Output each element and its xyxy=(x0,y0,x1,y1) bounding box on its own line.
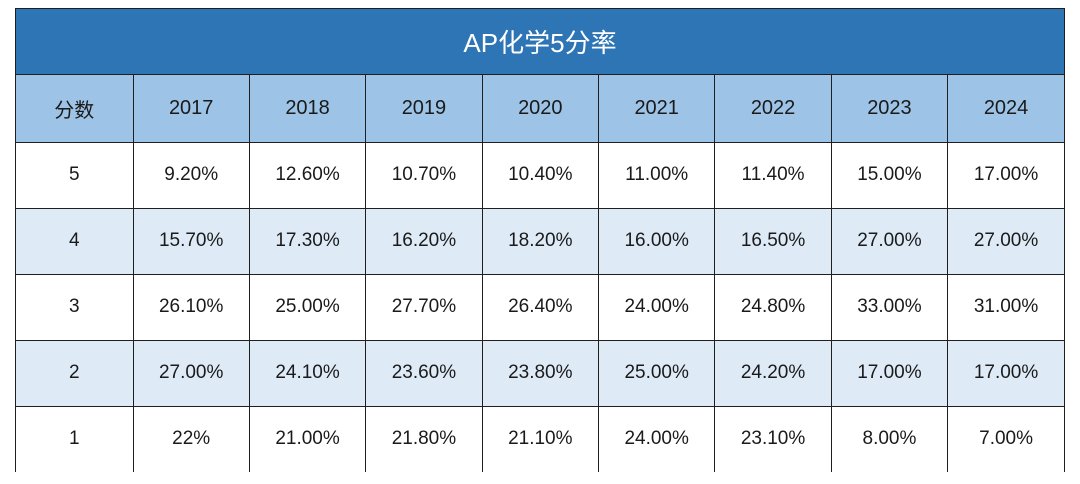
score-table: AP化学5分率 分数 2017 2018 2019 2020 2021 2022 2023 2… xyxy=(15,8,1065,472)
table-cell: 9.20% xyxy=(133,142,250,209)
table-cell: 21.10% xyxy=(482,406,600,472)
table-cell: 25.00% xyxy=(598,340,716,407)
table-cell: 12.60% xyxy=(249,142,367,209)
score-grid: 分数 2017 2018 2019 2020 2021 2022 2023 2024 5 9.2… xyxy=(16,75,1064,472)
table-cell: 15.00% xyxy=(831,142,949,209)
header-year-2017: 2017 xyxy=(133,75,250,143)
table-cell: 27.70% xyxy=(365,274,483,341)
table-cell: 11.40% xyxy=(714,142,832,209)
table-cell: 24.00% xyxy=(598,406,716,472)
table-cell: 17.00% xyxy=(947,142,1064,209)
table-cell: 25.00% xyxy=(249,274,367,341)
header-year-2019: 2019 xyxy=(365,75,483,143)
table-cell: 16.20% xyxy=(365,208,483,275)
table-row: 2 27.00% 24.10% 23.60% 23.80% 25.00% 24.20% 17.… xyxy=(16,340,1064,407)
row-score-label: 4 xyxy=(16,208,134,275)
table-row: 4 15.70% 17.30% 16.20% 18.20% 16.00% 16.50% 27.… xyxy=(16,208,1064,275)
table-row: 3 26.10% 25.00% 27.70% 26.40% 24.00% 24.80% 33.… xyxy=(16,274,1064,341)
table-cell: 24.80% xyxy=(714,274,832,341)
table-cell: 17.00% xyxy=(947,340,1064,407)
table-title: AP化学5分率 xyxy=(16,9,1064,75)
row-score-label: 3 xyxy=(16,274,134,341)
table-cell: 31.00% xyxy=(947,274,1064,341)
table-cell: 22% xyxy=(133,406,250,472)
table-cell: 8.00% xyxy=(831,406,949,472)
table-cell: 23.10% xyxy=(714,406,832,472)
table-cell: 24.00% xyxy=(598,274,716,341)
table-cell: 21.80% xyxy=(365,406,483,472)
header-year-2021: 2021 xyxy=(598,75,716,143)
table-cell: 10.70% xyxy=(365,142,483,209)
table-cell: 16.00% xyxy=(598,208,716,275)
table-cell: 23.80% xyxy=(482,340,600,407)
table-cell: 10.40% xyxy=(482,142,600,209)
table-body: 5 9.20% 12.60% 10.70% 10.40% 11.00% 11.40% 15.0… xyxy=(16,142,1064,472)
table-row: 5 9.20% 12.60% 10.70% 10.40% 11.00% 11.40% 15.0… xyxy=(16,142,1064,209)
table-cell: 15.70% xyxy=(133,208,250,275)
table-cell: 33.00% xyxy=(831,274,949,341)
table-cell: 7.00% xyxy=(947,406,1064,472)
row-score-label: 5 xyxy=(16,142,134,209)
table-cell: 24.10% xyxy=(249,340,367,407)
table-cell: 16.50% xyxy=(714,208,832,275)
table-cell: 21.00% xyxy=(249,406,367,472)
table-cell: 26.10% xyxy=(133,274,250,341)
header-year-2023: 2023 xyxy=(831,75,949,143)
table-cell: 26.40% xyxy=(482,274,600,341)
table-cell: 11.00% xyxy=(598,142,716,209)
table-cell: 18.20% xyxy=(482,208,600,275)
header-year-2024: 2024 xyxy=(947,75,1064,143)
table-cell: 27.00% xyxy=(947,208,1064,275)
header-year-2018: 2018 xyxy=(249,75,367,143)
header-year-2022: 2022 xyxy=(714,75,832,143)
row-score-label: 2 xyxy=(16,340,134,407)
table-cell: 27.00% xyxy=(133,340,250,407)
table-cell: 27.00% xyxy=(831,208,949,275)
table-cell: 17.30% xyxy=(249,208,367,275)
table-cell: 23.60% xyxy=(365,340,483,407)
table-cell: 24.20% xyxy=(714,340,832,407)
header-row: 分数 2017 2018 2019 2020 2021 2022 2023 2024 xyxy=(16,75,1064,143)
table-row: 1 22% 21.00% 21.80% 21.10% 24.00% 23.10% 8.00% 7… xyxy=(16,406,1064,472)
header-year-2020: 2020 xyxy=(482,75,600,143)
header-score-label: 分数 xyxy=(16,75,134,143)
row-score-label: 1 xyxy=(16,406,134,472)
table-cell: 17.00% xyxy=(831,340,949,407)
